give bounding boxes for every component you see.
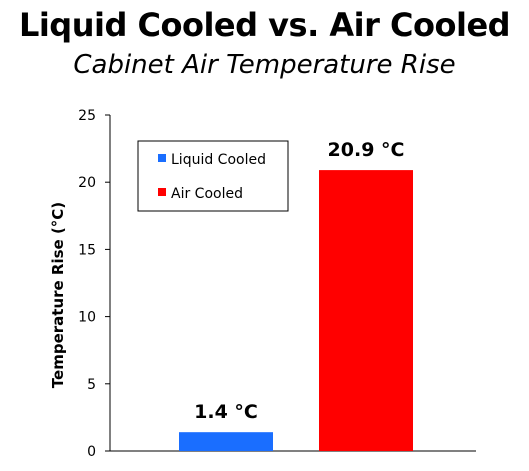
y-tick-label: 25	[78, 108, 96, 124]
y-tick-label: 15	[78, 242, 96, 258]
legend-swatch	[158, 188, 166, 196]
data-label: 1.4 °C	[194, 401, 258, 423]
y-tick-label: 0	[87, 444, 96, 460]
y-tick-label: 5	[87, 377, 96, 393]
legend-label: Air Cooled	[171, 186, 243, 202]
legend-label: Liquid Cooled	[171, 152, 266, 168]
legend-box	[137, 140, 289, 212]
chart-subtitle: Cabinet Air Temperature Rise	[73, 50, 456, 80]
bar-liquid-cooled	[179, 432, 273, 451]
chart-title: Liquid Cooled vs. Air Cooled	[18, 6, 511, 44]
legend-swatch	[158, 154, 166, 162]
data-label: 20.9 °C	[328, 139, 405, 161]
bar-air-cooled	[319, 170, 413, 451]
y-tick-label: 10	[78, 310, 96, 326]
y-tick-label: 20	[78, 175, 96, 191]
